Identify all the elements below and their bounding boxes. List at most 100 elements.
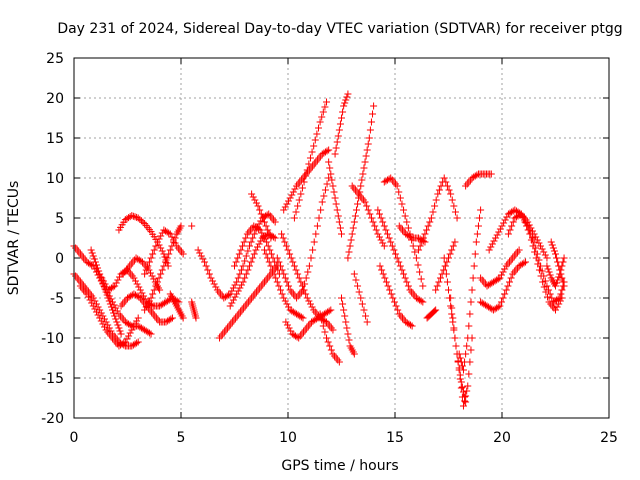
data-point-interp	[107, 303, 115, 311]
data-point-interp	[305, 297, 313, 305]
data-point-interp	[441, 262, 449, 270]
data-point-interp	[131, 320, 139, 328]
data-point-interp	[462, 350, 470, 358]
data-point-interp	[499, 294, 507, 302]
data-point	[335, 126, 343, 134]
data-point-interp	[126, 329, 134, 337]
data-point-interp	[144, 300, 152, 308]
data-point-interp	[532, 233, 540, 241]
data-point-interp	[440, 266, 448, 274]
data-point-interp	[318, 316, 326, 324]
data-point-interp	[433, 282, 441, 290]
data-point	[440, 254, 448, 262]
data-point-interp	[358, 176, 366, 184]
data-point-interp	[443, 258, 451, 266]
data-point	[374, 230, 382, 238]
data-point	[432, 286, 440, 294]
data-point-interp	[289, 188, 297, 196]
data-point	[504, 230, 512, 238]
data-point-interp	[92, 308, 100, 316]
data-point-interp	[310, 238, 318, 246]
data-point-interp	[379, 270, 387, 278]
data-point-interp	[152, 242, 160, 250]
data-point	[502, 286, 510, 294]
data-point	[519, 214, 527, 222]
data-point-interp	[311, 136, 319, 144]
data-point-interp	[394, 306, 402, 314]
data-point-interp	[443, 182, 451, 190]
data-point-interp	[237, 266, 245, 274]
data-point-interp	[538, 245, 546, 253]
data-point	[89, 302, 97, 310]
x-axis-label: GPS time / hours	[281, 458, 398, 474]
data-point	[331, 150, 339, 158]
data-point-interp	[407, 233, 415, 241]
data-point-interp	[135, 293, 143, 301]
data-point	[121, 338, 129, 346]
data-point-interp	[138, 289, 146, 297]
data-point	[160, 262, 168, 270]
data-point-interp	[129, 323, 137, 331]
data-point-interp	[335, 218, 343, 226]
data-point-interp	[548, 294, 556, 302]
data-point-interp	[204, 266, 212, 274]
data-point	[280, 294, 288, 302]
x-tick-label: 15	[386, 430, 404, 446]
data-point	[552, 250, 559, 258]
data-point	[166, 246, 174, 254]
data-point-interp	[86, 296, 94, 304]
data-point-interp	[457, 384, 465, 392]
data-point-interp	[105, 297, 113, 305]
data-point	[389, 294, 397, 302]
data-point-interp	[339, 108, 347, 116]
data-point	[459, 366, 467, 374]
y-tick-label: 0	[55, 251, 64, 267]
data-point-interp	[317, 206, 325, 214]
data-point	[282, 318, 290, 326]
data-point-interp	[285, 197, 293, 205]
data-point	[387, 238, 395, 246]
data-point-interp	[115, 324, 123, 332]
data-point	[496, 274, 504, 282]
data-point-interp	[139, 218, 147, 226]
data-point-interp	[283, 200, 291, 208]
data-point-interp	[302, 290, 310, 298]
data-point-interp	[332, 200, 340, 208]
data-point-interp	[257, 237, 265, 245]
data-point-interp	[340, 306, 348, 314]
data-point-interp	[557, 290, 565, 298]
data-point	[380, 242, 388, 250]
data-point	[226, 290, 234, 298]
data-point-interp	[114, 321, 122, 329]
data-point	[284, 246, 292, 254]
data-point	[560, 282, 568, 290]
data-point-interp	[261, 235, 269, 243]
data-point-interp	[448, 304, 456, 312]
data-point	[370, 102, 378, 110]
data-point-interp	[522, 219, 530, 227]
data-point-interp	[234, 287, 242, 295]
data-point	[153, 238, 161, 246]
data-point-interp	[319, 322, 327, 330]
data-point-interp	[407, 321, 415, 329]
data-point-interp	[344, 330, 352, 338]
data-point	[91, 258, 99, 266]
data-point	[380, 222, 388, 230]
data-point-interp	[158, 247, 166, 255]
data-point-interp	[372, 226, 380, 234]
data-point-interp	[295, 196, 303, 204]
data-point-interp	[241, 257, 249, 265]
data-point	[451, 238, 459, 246]
data-point-interp	[404, 224, 412, 232]
data-point	[447, 190, 455, 198]
y-tick-label: 20	[46, 91, 64, 107]
data-point-interp	[395, 258, 403, 266]
data-point-interp	[297, 313, 305, 321]
data-point-interp	[279, 234, 287, 242]
data-point-interp	[343, 93, 351, 101]
data-point-interp	[461, 358, 469, 366]
data-point	[547, 238, 555, 246]
data-point-interp	[385, 175, 393, 183]
data-point	[376, 262, 384, 270]
data-point-interp	[328, 176, 336, 184]
